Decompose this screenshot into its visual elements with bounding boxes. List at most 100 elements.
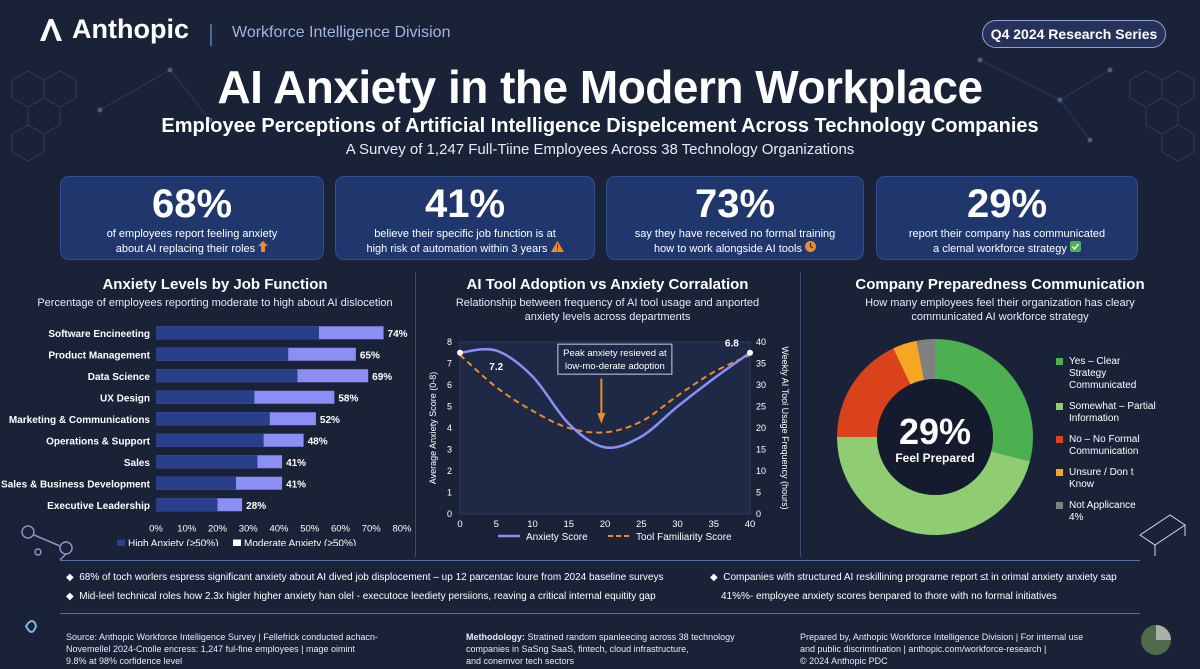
bar-category-label: Software Encineeting xyxy=(48,329,150,340)
y-right-tick-label: 10 xyxy=(756,466,766,476)
bar-chart-title: Anxiety Levels by Job Function xyxy=(102,276,328,293)
bar-chart: Software Encineeting 74% Product Managemen… xyxy=(1,326,412,547)
check-icon xyxy=(1069,241,1081,252)
page-title: AI Anxiety in the Modern Workplace xyxy=(217,61,983,113)
point-label-end: 6.8 xyxy=(725,338,739,349)
y-left-tick-label: 8 xyxy=(447,337,452,347)
stat-card-automation-risk: 41% believe their specific job function … xyxy=(335,176,595,260)
stat-desc-line2: a clemal workforce strategy xyxy=(933,243,1067,255)
stat-card-strategy: 29% report their company has communicate… xyxy=(876,176,1138,260)
bar-category-label: Sales xyxy=(124,458,151,469)
stat-value: 41% xyxy=(424,182,506,226)
bar-value-label: 74% xyxy=(388,329,408,340)
legend-swatch xyxy=(1056,502,1063,509)
y-left-tick-label: 2 xyxy=(447,466,452,476)
line-chart: 0 5 10 15 20 25 30 35 40012345678051015202530354… xyxy=(428,337,790,543)
y-right-axis-label: Weekly AI Tool Usage Frequency (hours) xyxy=(780,346,790,509)
warning-icon xyxy=(550,241,564,252)
bar-chart-subtitle: Percentage of employees reporting modera… xyxy=(37,297,393,309)
x-tick-label: 5 xyxy=(494,519,499,530)
donut-center-value: 29% xyxy=(899,411,971,452)
bar-category-label: Operations & Support xyxy=(46,436,151,447)
bullet-item-4: 41%%- employee anxiety scores benpared t… xyxy=(721,591,1057,602)
bar-category-label: Executive Leadership xyxy=(47,501,150,512)
bullets-bottom-rule xyxy=(60,613,1140,614)
series-badge: Q4 2024 Research Series xyxy=(982,20,1166,48)
x-tick-label: 60% xyxy=(331,524,351,535)
x-tick-label: 40 xyxy=(745,519,756,530)
x-tick-label: 20 xyxy=(600,519,611,530)
bar-high xyxy=(156,347,289,361)
y-right-tick-label: 25 xyxy=(756,402,766,412)
bar-category-label: Marketing & Communications xyxy=(9,415,151,426)
donut-chart: 29%Feel Prepared xyxy=(837,339,1033,535)
bar-category-label: UX Design xyxy=(100,393,150,404)
page-subtitle-secondary: A Survey of 1,247 Full-Tiine Employees A… xyxy=(345,141,855,158)
stat-desc-line2: about AI replacing their roles xyxy=(115,243,256,255)
x-tick-label: 15 xyxy=(563,519,574,530)
bar-category-label: Sales & Business Development xyxy=(1,479,151,490)
legend-swatch-moderate xyxy=(233,539,241,546)
legend-label-anxiety: Anxiety Score xyxy=(526,532,588,543)
y-left-tick-label: 5 xyxy=(447,402,452,412)
data-point-start xyxy=(457,349,463,356)
y-left-tick-label: 6 xyxy=(447,380,452,390)
y-right-tick-label: 5 xyxy=(756,488,761,498)
brand-logo[interactable]: Anthopic xyxy=(36,14,189,45)
donut-hole xyxy=(877,379,993,495)
legend-swatch xyxy=(1056,469,1063,476)
stat-value: 73% xyxy=(694,182,776,226)
bar-value-label: 58% xyxy=(338,393,358,404)
y-left-axis-label: Average Anxiety Score (0-8) xyxy=(428,372,438,484)
y-left-tick-label: 4 xyxy=(447,423,452,433)
donut-slice xyxy=(837,437,1030,535)
page-subtitle: Employee Perceptions of Artificial Intel… xyxy=(161,115,1039,137)
legend-label: Somewhat – Partial Information xyxy=(1069,401,1156,424)
x-tick-label: 20% xyxy=(208,524,228,535)
donut-slice xyxy=(935,339,1033,462)
legend-label-moderate: Moderate Anxiety (≥50%) xyxy=(244,539,356,547)
bar-category-label: Data Science xyxy=(88,372,151,383)
bullets-top-rule xyxy=(60,560,1140,561)
footer-source: Source: Anthopic Workforce Intelligence … xyxy=(66,632,378,666)
y-right-tick-label: 30 xyxy=(756,380,766,390)
y-right-tick-label: 40 xyxy=(756,337,766,347)
line-chart-subtitle-1: Relationship between frequency of AI too… xyxy=(455,297,760,309)
bullet-item-1: ◆ 68% of toch worlers espress significan… xyxy=(66,572,664,583)
legend-label: Unsure / Don t Know xyxy=(1069,467,1134,490)
y-right-tick-label: 15 xyxy=(756,445,766,455)
footer-methodology: Methodology: Stratined random spanleecin… xyxy=(466,632,735,666)
bar-high xyxy=(156,433,264,447)
y-left-tick-label: 7 xyxy=(447,359,452,369)
donut-center-label: Feel Prepared xyxy=(895,451,974,465)
brand-name: Anthopic xyxy=(72,14,189,44)
y-right-tick-label: 20 xyxy=(756,423,766,433)
stat-value: 29% xyxy=(966,182,1048,226)
panel-divider xyxy=(800,272,801,557)
bar-category-label: Product Management xyxy=(48,350,150,361)
line-chart-title: AI Tool Adoption vs Anxiety Corralation xyxy=(466,276,749,293)
header-separator xyxy=(210,24,212,46)
y-right-tick-label: 35 xyxy=(756,359,766,369)
stat-desc-line1: believe their specific job function is a… xyxy=(374,228,556,240)
legend-swatch-high xyxy=(117,539,125,546)
series-line-tool-familiarity xyxy=(459,353,751,434)
donut-chart-title: Company Preparedness Communication xyxy=(855,276,1145,293)
annotation-arrow-head xyxy=(597,412,606,424)
x-tick-label: 10% xyxy=(177,524,197,535)
clock-icon xyxy=(805,241,817,252)
x-tick-label: 30% xyxy=(239,524,259,535)
annotation-text-1: Peak anxiety resieved at xyxy=(563,348,667,359)
legend-label: No – No Formal Communication xyxy=(1069,434,1140,457)
x-tick-label: 70% xyxy=(362,524,382,535)
bar-value-label: 52% xyxy=(320,415,340,426)
x-tick-label: 0 xyxy=(457,519,462,530)
x-tick-label: 50% xyxy=(300,524,320,535)
stat-desc-line2: how to work alongside AI tools xyxy=(653,243,802,255)
stat-value: 68% xyxy=(151,182,233,226)
donut-slice xyxy=(837,348,911,437)
x-tick-label: 35 xyxy=(708,519,719,530)
annotation-box xyxy=(557,343,673,375)
y-left-tick-label: 0 xyxy=(447,509,452,519)
